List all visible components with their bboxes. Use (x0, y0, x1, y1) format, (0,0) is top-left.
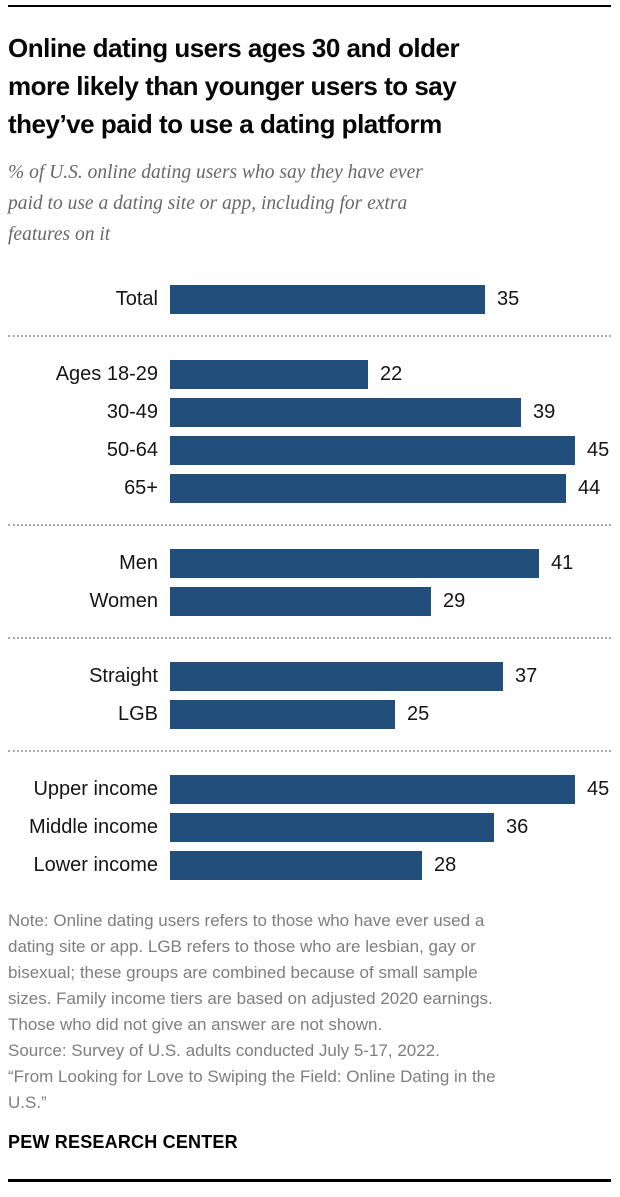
bottom-rule (8, 1179, 611, 1182)
bar (170, 662, 503, 691)
bar-group: Upper income 45 Middle income 36 Lower incom… (8, 775, 611, 880)
bar-row: Upper income 45 (8, 775, 611, 804)
bar-row: Middle income 36 (8, 813, 611, 842)
category-label: Lower income (33, 854, 158, 876)
group-separator (8, 637, 611, 639)
bar-row: Total 35 (8, 285, 611, 314)
top-rule (8, 5, 611, 7)
bar-row: Ages 18-29 22 (8, 360, 611, 389)
chart-title: Online dating users ages 30 and older mo… (8, 33, 460, 139)
group-separator (8, 335, 611, 337)
group-separator (8, 524, 611, 526)
chart-subtitle: % of U.S. online dating users who say th… (8, 162, 423, 245)
category-label: 50-64 (106, 439, 158, 461)
value-label: 25 (407, 703, 430, 725)
bar-group: Straight 37 LGB 25 (8, 662, 611, 729)
bar (170, 587, 431, 616)
category-label: 30-49 (106, 401, 158, 423)
bar-group: Ages 18-29 22 30-49 39 50-64 45 65+ 44 (8, 360, 611, 503)
report-title-text: “From Looking for Love to Swiping the Fi… (8, 1067, 496, 1112)
chart-card: Online dating users ages 30 and older mo… (0, 5, 620, 1182)
bar (170, 813, 494, 842)
bar (170, 285, 485, 314)
category-label: LGB (117, 703, 158, 725)
bar (170, 398, 521, 427)
source-text: Source: Survey of U.S. adults conducted … (8, 1041, 440, 1060)
bar-row: Straight 37 (8, 662, 611, 691)
value-label: 45 (587, 778, 610, 800)
value-label: 41 (551, 552, 574, 574)
bar-group: Men 41 Women 29 (8, 549, 611, 616)
bar (170, 436, 575, 465)
category-label: Women (89, 590, 158, 612)
bar-row: 50-64 45 (8, 436, 611, 465)
bar (170, 360, 368, 389)
value-label: 37 (515, 665, 538, 687)
bar-row: 30-49 39 (8, 398, 611, 427)
category-label: Total (115, 288, 158, 310)
bar (170, 775, 575, 804)
value-label: 29 (443, 590, 466, 612)
value-label: 39 (533, 401, 556, 423)
bar (170, 700, 395, 729)
value-label: 44 (578, 477, 601, 499)
bar-row: Lower income 28 (8, 851, 611, 880)
category-label: Upper income (33, 778, 158, 800)
note-text: Note: Online dating users refers to thos… (8, 911, 493, 1034)
value-label: 28 (434, 854, 457, 876)
category-label: 65+ (124, 477, 158, 499)
bar-row: Women 29 (8, 587, 611, 616)
category-label: Straight (89, 665, 158, 687)
value-label: 45 (587, 439, 610, 461)
group-separator (8, 750, 611, 752)
value-label: 35 (497, 288, 520, 310)
bar (170, 474, 566, 503)
bar-row: LGB 25 (8, 700, 611, 729)
footer: Note: Online dating users refers to thos… (8, 908, 611, 1153)
bar (170, 549, 539, 578)
bar (170, 851, 422, 880)
bar-row: Men 41 (8, 549, 611, 578)
brand-wordmark: PEW RESEARCH CENTER (8, 1132, 238, 1152)
bar-chart: Total 35 Ages 18-29 22 30-49 39 50-64 45 65+ 44 Me… (8, 285, 611, 880)
bar-row: 65+ 44 (8, 474, 611, 503)
value-label: 36 (506, 816, 529, 838)
category-label: Middle income (29, 816, 158, 838)
category-label: Ages 18-29 (55, 363, 158, 385)
bar-group: Total 35 (8, 285, 611, 314)
category-label: Men (119, 552, 158, 574)
value-label: 22 (380, 363, 403, 385)
